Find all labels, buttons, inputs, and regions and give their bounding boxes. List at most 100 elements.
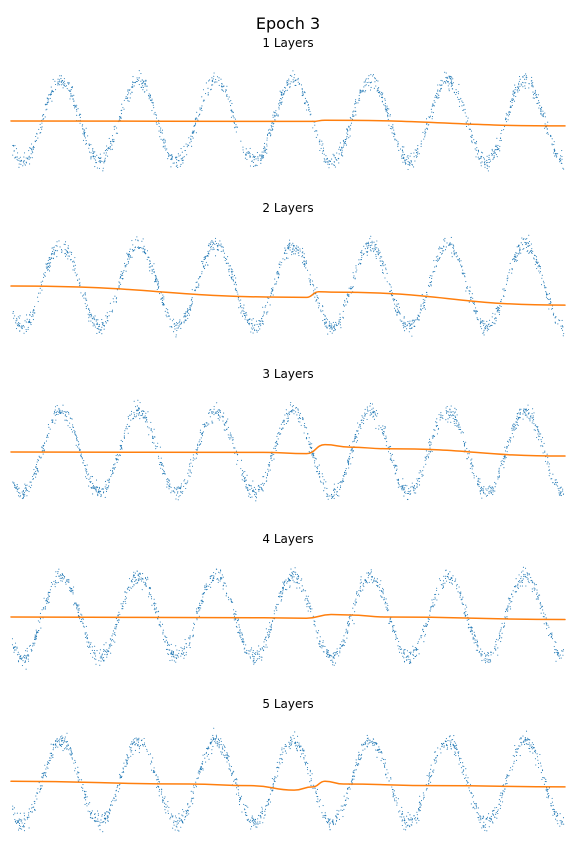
data-point	[411, 482, 413, 484]
data-point	[232, 111, 234, 113]
data-point	[74, 107, 76, 109]
data-point	[389, 114, 391, 116]
data-point	[516, 415, 518, 417]
data-point	[252, 650, 254, 652]
data-point	[261, 320, 263, 322]
data-point	[449, 579, 452, 581]
data-point	[342, 304, 345, 306]
data-point	[302, 418, 304, 420]
data-point	[443, 239, 445, 241]
data-point	[554, 148, 556, 150]
data-point	[191, 298, 193, 300]
data-point	[153, 442, 155, 444]
data-point	[462, 440, 465, 443]
data-point	[395, 638, 397, 641]
data-point	[122, 107, 124, 109]
data-point	[64, 414, 66, 416]
data-point	[541, 277, 543, 279]
data-point	[486, 155, 488, 157]
data-point	[363, 252, 365, 255]
data-point	[535, 96, 538, 98]
data-point	[218, 77, 220, 79]
data-point	[171, 656, 173, 658]
data-point	[290, 81, 292, 83]
data-point	[221, 89, 223, 91]
data-point	[63, 81, 65, 84]
data-point	[495, 144, 497, 146]
data-point	[191, 465, 194, 467]
data-point	[331, 325, 333, 327]
data-point	[183, 145, 185, 147]
data-point	[290, 568, 292, 570]
data-point	[405, 492, 407, 494]
data-point	[301, 90, 304, 92]
data-point	[270, 292, 272, 294]
data-point	[555, 316, 557, 318]
data-point	[313, 620, 315, 622]
data-point	[28, 150, 30, 152]
data-point	[260, 656, 262, 658]
data-point	[223, 252, 226, 254]
data-point	[333, 491, 336, 493]
data-point	[156, 288, 158, 291]
data-point	[377, 90, 379, 92]
data-point	[18, 317, 21, 319]
data-point	[84, 468, 86, 470]
data-point	[278, 103, 280, 105]
data-point	[234, 126, 236, 128]
data-point	[33, 146, 35, 148]
data-point	[527, 413, 529, 415]
data-point	[360, 585, 362, 587]
data-point	[290, 411, 292, 413]
data-point	[33, 468, 35, 471]
data-point	[558, 319, 560, 321]
data-point	[447, 81, 449, 83]
data-point	[277, 438, 279, 440]
data-point	[235, 284, 237, 286]
data-point	[310, 447, 312, 450]
data-point	[141, 247, 143, 249]
data-point	[415, 155, 417, 157]
data-point	[35, 466, 37, 469]
data-point	[292, 70, 294, 72]
data-point	[144, 85, 146, 87]
data-point	[14, 486, 16, 488]
data-point	[327, 494, 329, 496]
data-point	[489, 485, 491, 487]
data-point	[378, 428, 380, 430]
data-point	[265, 480, 267, 482]
data-point	[439, 579, 441, 581]
data-point	[542, 110, 544, 112]
data-point	[73, 269, 75, 271]
data-point	[46, 266, 48, 269]
data-point	[293, 77, 295, 79]
data-point	[90, 320, 92, 322]
data-point	[110, 640, 112, 642]
data-point	[291, 577, 293, 579]
data-point	[339, 316, 341, 319]
data-point	[182, 162, 184, 164]
data-point	[118, 281, 120, 283]
data-point	[236, 620, 239, 622]
data-point	[216, 402, 218, 404]
data-point	[528, 409, 530, 411]
data-point	[13, 145, 15, 147]
data-point	[257, 329, 259, 332]
data-point	[74, 272, 76, 274]
data-point	[450, 236, 452, 239]
data-point	[23, 495, 25, 497]
data-point	[136, 413, 138, 415]
data-point	[93, 317, 95, 319]
data-point	[166, 483, 168, 485]
data-point	[55, 89, 57, 91]
data-point	[369, 405, 371, 407]
data-point	[52, 421, 54, 423]
data-point	[561, 150, 563, 152]
data-point	[488, 328, 490, 330]
data-point	[384, 277, 386, 279]
data-point	[560, 155, 562, 157]
data-point	[408, 651, 410, 653]
data-point	[23, 152, 26, 154]
data-point	[343, 473, 346, 476]
data-point	[90, 156, 92, 158]
